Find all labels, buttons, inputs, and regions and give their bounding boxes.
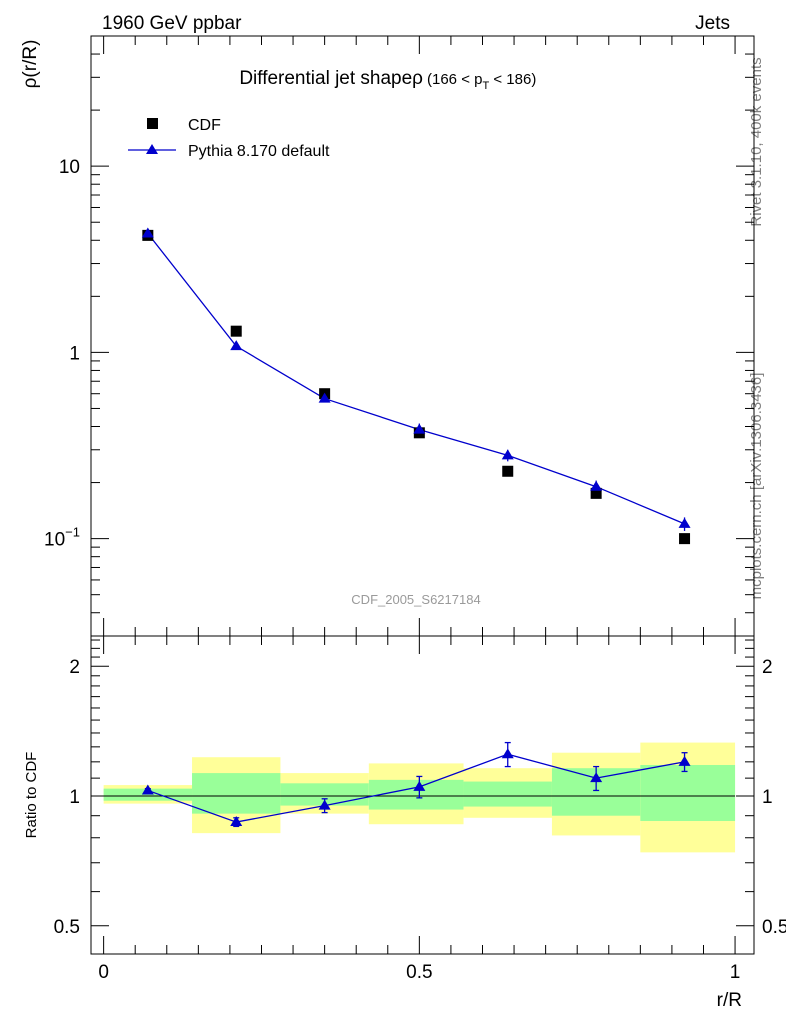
ratio-frame [90,635,755,955]
pythia-point [413,423,426,434]
main-axis-ticks: 10 1 10−1 [44,35,754,637]
cdf-point [502,465,514,477]
x-tick-label: 0 [98,962,109,983]
ratio-y-tick-label: 0.5 [54,917,80,938]
cdf-point [679,533,691,545]
ratio-point [678,755,691,766]
legend-pythia-label: Pythia 8.170 default [188,143,330,160]
ratio-point [413,780,426,791]
cdf-point [590,487,602,499]
chart-subtitle: (166 < pT < 186) [427,71,536,92]
legend-cdf-marker [147,118,158,129]
header-right: Jets [695,13,730,34]
x-tick-label: 0.5 [406,962,432,983]
ratio-y-tick-label-right: 2 [762,657,773,678]
ratio-y-tick-label-right: 1 [762,787,773,808]
pythia-point [501,449,514,460]
ratio-point [590,772,603,783]
ratio-band-green [192,773,281,814]
main-y-axis-label: ρ(r/R) [20,40,41,89]
ratio-y-tick-label: 1 [69,787,80,808]
ratio-band-green [463,781,552,807]
ratio-y-tick-label: 2 [69,657,80,678]
legend-pythia-marker [146,144,158,154]
legend: CDF Pythia 8.170 default [128,117,330,160]
pythia-point [141,227,154,238]
header-left: 1960 GeV ppbar [102,13,242,34]
ratio-band-green [640,764,736,821]
chart-title: Differential jet shapeρ [239,68,423,89]
pythia-line [147,233,685,525]
main-panel: 10 1 10−1 CDF_2005_S6217184 Differential j… [20,35,755,637]
legend-cdf-label: CDF [188,117,221,134]
cdf-point [230,325,242,337]
pythia-point [590,480,603,491]
main-y-tick-label: 10 [59,157,80,178]
pythia-point [318,392,331,403]
ratio-point [501,748,514,759]
ratio-series [141,741,691,828]
ratio-band-green [368,779,464,810]
ratio-point [318,799,331,810]
ratio-y-tick-label-right: 0.5 [762,917,786,938]
main-y-tick-label: 1 [69,343,80,364]
pythia-point [678,517,691,528]
analysis-watermark: CDF_2005_S6217184 [351,592,480,607]
x-tick-label: 1 [730,962,741,983]
ratio-point [230,816,243,827]
main-series [141,227,691,545]
ratio-axis-ticks: 2 2 1 1 0.5 0.5 0 0.5 1 [54,636,786,983]
x-axis-label: r/R [717,990,742,1011]
ratio-band-green [280,783,369,806]
ratio-point [141,784,154,795]
ratio-y-axis-label: Ratio to CDF [23,752,40,839]
ratio-panel: 2 2 1 1 0.5 0.5 0 0.5 1 Ratio to CDF r/R [23,635,786,1011]
main-y-tick-label: 10−1 [44,525,80,551]
rivet-info: Rivet 3.1.10, 400k events [748,57,765,226]
pythia-point [230,340,243,351]
mcplots-info: mcplots.cern.ch [arXiv:1306.3436] [748,373,765,600]
